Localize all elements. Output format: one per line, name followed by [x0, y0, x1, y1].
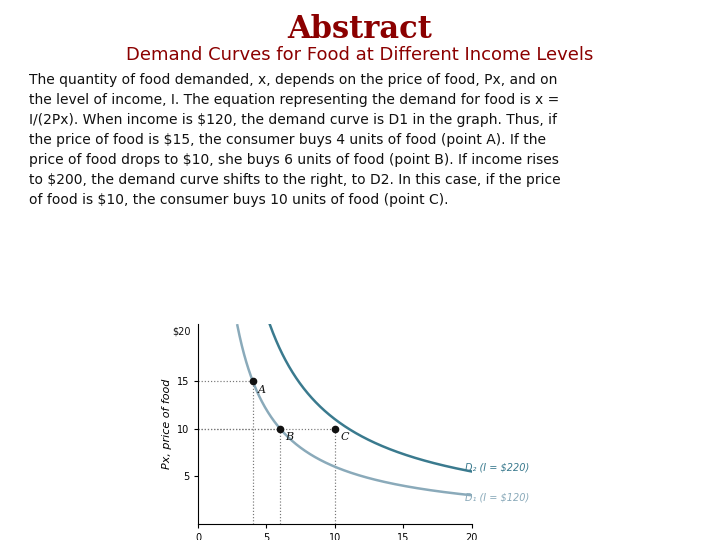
Y-axis label: Px, price of food: Px, price of food	[163, 379, 172, 469]
Text: C: C	[341, 432, 348, 442]
Text: Demand Curves for Food at Different Income Levels: Demand Curves for Food at Different Inco…	[126, 46, 594, 64]
Text: $20: $20	[173, 327, 192, 337]
Text: D₂ (I = $220): D₂ (I = $220)	[465, 463, 529, 473]
Text: D₁ (I = $120): D₁ (I = $120)	[465, 493, 529, 503]
Text: Abstract: Abstract	[287, 14, 433, 44]
Text: The quantity of food demanded, x, depends on the price of food, Px, and on
the l: The quantity of food demanded, x, depend…	[29, 73, 560, 207]
Text: A: A	[258, 384, 266, 395]
Text: B: B	[286, 432, 294, 442]
